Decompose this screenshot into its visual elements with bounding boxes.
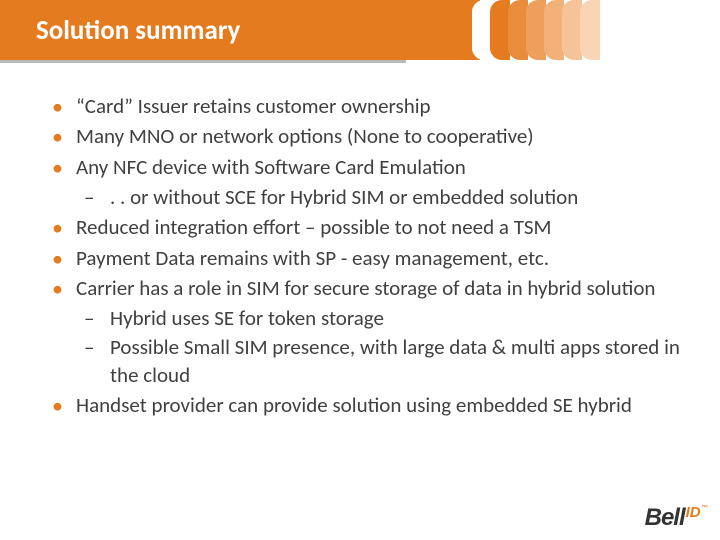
bullet-list: “Card” Issuer retains customer ownership… <box>48 92 688 420</box>
bullet-item: Payment Data remains with SP - easy mana… <box>48 244 688 272</box>
bullet-text: Reduced integration effort – possible to… <box>76 214 551 240</box>
stripe-1 <box>490 0 510 60</box>
stripe-5 <box>562 0 582 60</box>
sub-list: Hybrid uses SE for token storage Possible… <box>76 304 688 389</box>
page-title: Solution summary <box>36 14 240 47</box>
bullet-text: “Card” Issuer retains customer ownership <box>76 93 431 119</box>
bullet-item: Carrier has a role in SIM for secure sto… <box>48 274 688 389</box>
sub-item: Possible Small SIM presence, with large … <box>76 333 688 390</box>
header-stripes <box>474 0 720 60</box>
bullet-text: Any NFC device with Software Card Emulat… <box>76 154 466 180</box>
bullet-text: Handset provider can provide solution us… <box>76 392 632 418</box>
bullet-text: Many MNO or network options (None to coo… <box>76 123 534 149</box>
stripe-0 <box>472 0 492 60</box>
bullet-item: Reduced integration effort – possible to… <box>48 213 688 241</box>
bullet-item: Handset provider can provide solution us… <box>48 391 688 419</box>
logo-brand: Bell <box>645 504 685 532</box>
sub-text: Hybrid uses SE for token storage <box>110 305 384 331</box>
bullet-item: Any NFC device with Software Card Emulat… <box>48 153 688 212</box>
slide: Solution summary “Card” Issuer retains c… <box>0 0 720 540</box>
header: Solution summary <box>0 0 720 70</box>
stripe-6 <box>580 0 600 60</box>
logo-tm: ™ <box>702 503 708 514</box>
logo-suffix: ID <box>686 504 701 521</box>
sub-text: . . or without SCE for Hybrid SIM or emb… <box>110 184 578 210</box>
logo: Bell ID ™ <box>645 504 708 532</box>
bullet-text: Carrier has a role in SIM for secure sto… <box>76 275 655 301</box>
stripe-3 <box>526 0 546 60</box>
bullet-text: Payment Data remains with SP - easy mana… <box>76 245 549 271</box>
stripe-4 <box>544 0 564 60</box>
sub-item: . . or without SCE for Hybrid SIM or emb… <box>76 183 688 211</box>
bullet-item: Many MNO or network options (None to coo… <box>48 122 688 150</box>
bullet-item: “Card” Issuer retains customer ownership <box>48 92 688 120</box>
sub-text: Possible Small SIM presence, with large … <box>110 334 680 388</box>
stripe-2 <box>508 0 528 60</box>
header-underline <box>0 60 406 63</box>
sub-list: . . or without SCE for Hybrid SIM or emb… <box>76 183 688 211</box>
sub-item: Hybrid uses SE for token storage <box>76 304 688 332</box>
content: “Card” Issuer retains customer ownership… <box>48 92 688 422</box>
